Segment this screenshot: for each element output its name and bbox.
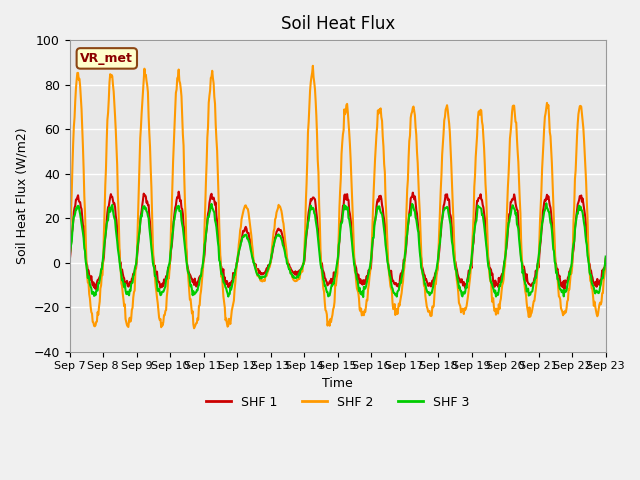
- SHF 2: [190, 325, 198, 331]
- SHF 2: [602, 264, 609, 270]
- SHF 1: [275, 226, 282, 231]
- SHF 2: [424, 309, 432, 314]
- SHF 3: [66, 253, 74, 259]
- Line: SHF 2: SHF 2: [70, 66, 605, 328]
- Line: SHF 1: SHF 1: [70, 192, 605, 289]
- SHF 1: [228, 278, 236, 284]
- Legend: SHF 1, SHF 2, SHF 3: SHF 1, SHF 2, SHF 3: [200, 391, 475, 414]
- SHF 2: [66, 262, 74, 267]
- SHF 3: [227, 287, 235, 293]
- SHF 2: [129, 305, 136, 311]
- X-axis label: Time: Time: [323, 377, 353, 390]
- SHF 3: [254, 272, 262, 278]
- SHF 2: [255, 273, 262, 279]
- SHF 3: [129, 280, 136, 286]
- SHF 1: [561, 287, 568, 292]
- Y-axis label: Soil Heat Flux (W/m2): Soil Heat Flux (W/m2): [15, 128, 28, 264]
- Title: Soil Heat Flux: Soil Heat Flux: [280, 15, 395, 33]
- SHF 1: [255, 266, 262, 272]
- SHF 3: [424, 289, 431, 295]
- SHF 3: [543, 200, 550, 206]
- Text: VR_met: VR_met: [81, 52, 133, 65]
- SHF 3: [274, 233, 282, 239]
- SHF 1: [175, 189, 182, 194]
- SHF 3: [394, 289, 401, 295]
- SHF 2: [394, 306, 402, 312]
- Line: SHF 3: SHF 3: [70, 203, 605, 297]
- SHF 1: [602, 256, 609, 262]
- SHF 2: [275, 202, 282, 208]
- SHF 1: [129, 275, 136, 281]
- SHF 3: [359, 294, 367, 300]
- SHF 2: [309, 63, 317, 69]
- SHF 1: [394, 283, 401, 288]
- SHF 2: [228, 308, 236, 313]
- SHF 1: [66, 259, 74, 264]
- SHF 1: [424, 280, 431, 286]
- SHF 3: [602, 254, 609, 260]
